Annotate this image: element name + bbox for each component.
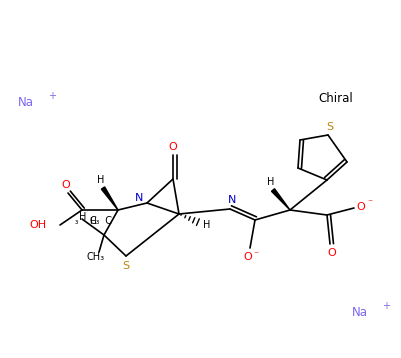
Text: H: H	[267, 177, 275, 187]
Polygon shape	[101, 187, 118, 210]
Polygon shape	[271, 189, 290, 210]
Text: ⁻: ⁻	[367, 198, 373, 208]
Text: H₃: H₃	[89, 217, 99, 226]
Text: O: O	[62, 180, 70, 190]
Text: +: +	[382, 301, 390, 311]
Text: ₃: ₃	[75, 217, 78, 226]
Text: S: S	[326, 122, 334, 132]
Text: O: O	[356, 202, 365, 212]
Text: O: O	[169, 142, 177, 152]
Text: H: H	[79, 212, 86, 222]
Text: N: N	[135, 193, 143, 203]
Text: Chiral: Chiral	[318, 92, 353, 105]
Text: CH₃: CH₃	[87, 252, 105, 262]
Text: Na: Na	[352, 305, 368, 319]
Text: H: H	[203, 220, 211, 230]
Text: C: C	[99, 216, 112, 226]
Text: N: N	[228, 195, 236, 205]
Text: Na: Na	[18, 96, 34, 108]
Text: OH: OH	[29, 220, 46, 230]
Text: C: C	[89, 216, 96, 226]
Text: S: S	[122, 261, 130, 271]
Text: O: O	[328, 248, 336, 258]
Text: H: H	[97, 175, 105, 185]
Text: +: +	[48, 91, 56, 101]
Text: ⁻: ⁻	[253, 250, 259, 260]
Text: O: O	[244, 252, 252, 262]
